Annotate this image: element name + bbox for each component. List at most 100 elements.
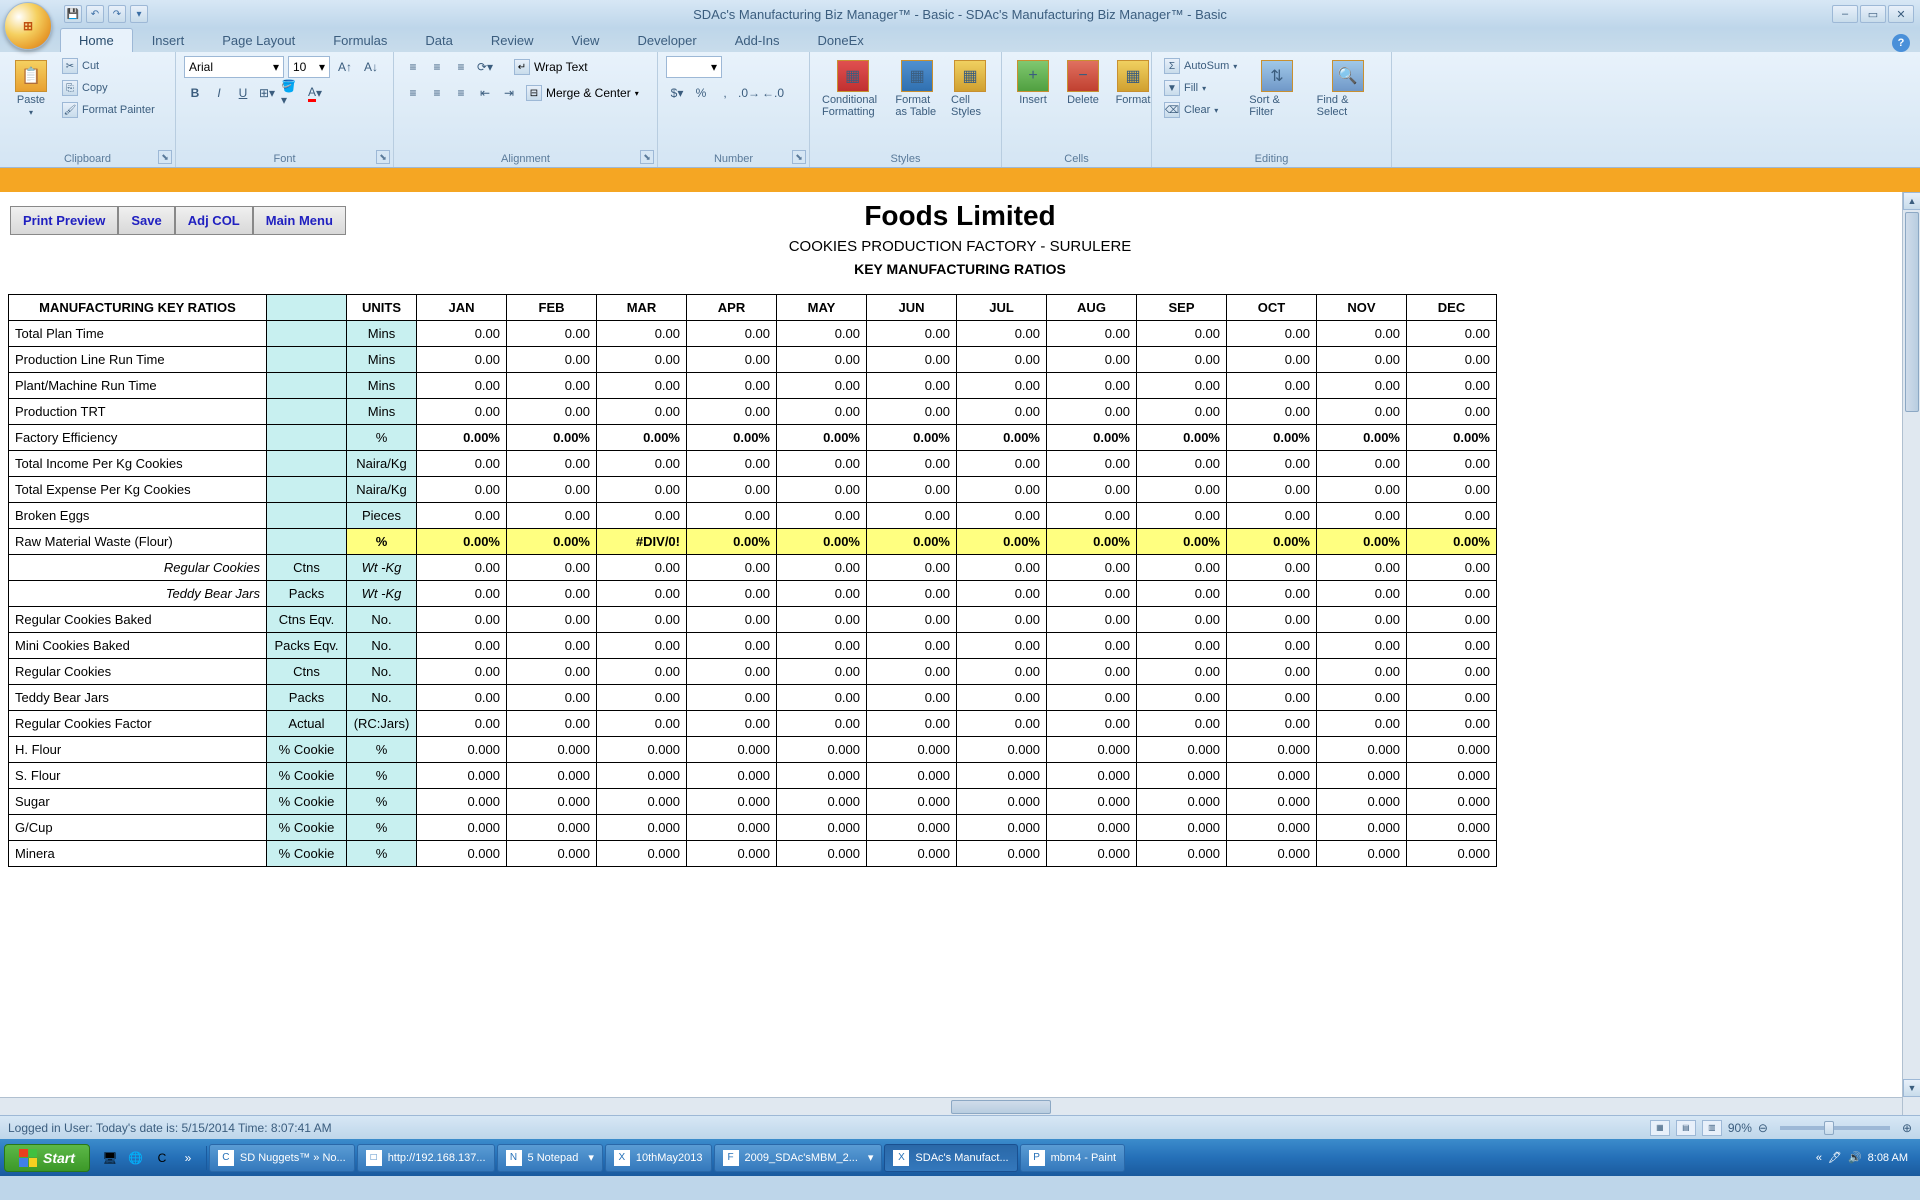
horizontal-scrollbar[interactable] [0, 1097, 1902, 1115]
decrease-decimal-icon[interactable]: ←.0 [762, 82, 784, 104]
qat-dropdown-icon[interactable]: ▾ [130, 5, 148, 23]
align-middle-icon[interactable]: ≡ [426, 56, 448, 78]
zoom-out-icon[interactable]: ⊖ [1758, 1121, 1768, 1135]
number-expand-icon[interactable]: ⬊ [792, 150, 806, 164]
redo-icon[interactable]: ↷ [108, 5, 126, 23]
scroll-down-icon[interactable]: ▼ [1903, 1079, 1920, 1097]
orientation-icon[interactable]: ⟳▾ [474, 56, 496, 78]
indent-decrease-icon[interactable]: ⇤ [474, 82, 496, 104]
align-left-icon[interactable]: ≡ [402, 82, 424, 104]
ribbon-tab-page-layout[interactable]: Page Layout [203, 28, 314, 52]
normal-view-icon[interactable]: ▦ [1650, 1120, 1670, 1136]
align-right-icon[interactable]: ≡ [450, 82, 472, 104]
fill-color-button[interactable]: 🪣▾ [280, 82, 302, 104]
font-color-button[interactable]: A▾ [304, 82, 326, 104]
save-qat-icon[interactable]: 💾 [64, 5, 82, 23]
tray-icon[interactable]: 🖋 [1828, 1151, 1842, 1164]
tray-clock[interactable]: 8:08 AM [1868, 1152, 1908, 1164]
zoom-slider[interactable] [1780, 1126, 1890, 1130]
ribbon-tab-add-ins[interactable]: Add-Ins [716, 28, 799, 52]
minimize-button[interactable]: – [1832, 5, 1858, 23]
tray-expand-icon[interactable]: « [1816, 1152, 1822, 1164]
delete-cells-button[interactable]: −Delete [1060, 56, 1106, 110]
grow-font-icon[interactable]: A↑ [334, 56, 356, 78]
quick-launch-icon[interactable]: 🌐 [124, 1146, 148, 1170]
indent-increase-icon[interactable]: ⇥ [498, 82, 520, 104]
format-painter-button[interactable]: 🖌Format Painter [58, 100, 159, 120]
main-menu-button[interactable]: Main Menu [253, 206, 346, 235]
status-bar: Logged in User: Today's date is: 5/15/20… [0, 1115, 1920, 1139]
close-button[interactable]: ✕ [1888, 5, 1914, 23]
alignment-expand-icon[interactable]: ⬊ [640, 150, 654, 164]
taskbar-task[interactable]: F2009_SDAc'sMBM_2...▾ [714, 1144, 883, 1172]
bold-button[interactable]: B [184, 82, 206, 104]
zoom-in-icon[interactable]: ⊕ [1902, 1121, 1912, 1135]
font-name-combo[interactable]: Arial▾ [184, 56, 284, 78]
ribbon-tab-insert[interactable]: Insert [133, 28, 204, 52]
tray-icon[interactable]: 🔊 [1848, 1151, 1862, 1164]
vertical-scrollbar[interactable]: ▲ ▼ [1902, 192, 1920, 1115]
adj-col-button[interactable]: Adj COL [175, 206, 253, 235]
clipboard-expand-icon[interactable]: ⬊ [158, 150, 172, 164]
number-format-combo[interactable]: ▾ [666, 56, 722, 78]
merge-center-button[interactable]: ⊟Merge & Center▾ [522, 82, 643, 104]
start-button[interactable]: Start [4, 1144, 90, 1172]
cell-styles-button[interactable]: ▦Cell Styles [947, 56, 993, 122]
ribbon-tab-home[interactable]: Home [60, 28, 133, 52]
hscroll-thumb[interactable] [951, 1100, 1051, 1114]
ribbon-tab-data[interactable]: Data [406, 28, 471, 52]
align-center-icon[interactable]: ≡ [426, 82, 448, 104]
ribbon-tab-view[interactable]: View [553, 28, 619, 52]
italic-button[interactable]: I [208, 82, 230, 104]
taskbar-task[interactable]: X10thMay2013 [605, 1144, 712, 1172]
underline-button[interactable]: U [232, 82, 254, 104]
font-expand-icon[interactable]: ⬊ [376, 150, 390, 164]
print-preview-button[interactable]: Print Preview [10, 206, 118, 235]
undo-icon[interactable]: ↶ [86, 5, 104, 23]
increase-decimal-icon[interactable]: .0→ [738, 82, 760, 104]
page-layout-view-icon[interactable]: ▤ [1676, 1120, 1696, 1136]
taskbar-task[interactable]: N5 Notepad▾ [497, 1144, 603, 1172]
office-button[interactable]: ⊞ [4, 2, 52, 50]
shrink-font-icon[interactable]: A↓ [360, 56, 382, 78]
find-select-button[interactable]: 🔍Find & Select [1313, 56, 1383, 122]
save-button[interactable]: Save [118, 206, 174, 235]
quick-launch-more-icon[interactable]: » [176, 1146, 200, 1170]
taskbar-task[interactable]: □http://192.168.137... [357, 1144, 495, 1172]
quick-launch-icon[interactable]: C [150, 1146, 174, 1170]
ribbon-tabs: HomeInsertPage LayoutFormulasDataReviewV… [0, 28, 1920, 52]
comma-icon[interactable]: , [714, 82, 736, 104]
ribbon-tab-review[interactable]: Review [472, 28, 553, 52]
align-bottom-icon[interactable]: ≡ [450, 56, 472, 78]
sort-filter-button[interactable]: ⇅Sort & Filter [1245, 56, 1308, 122]
quick-launch-icon[interactable]: 🖥 [98, 1146, 122, 1170]
autosum-button[interactable]: ΣAutoSum▾ [1160, 56, 1241, 76]
taskbar-task[interactable]: XSDAc's Manufact... [884, 1144, 1017, 1172]
taskbar-task[interactable]: CSD Nuggets™ » No... [209, 1144, 355, 1172]
maximize-button[interactable]: ▭ [1860, 5, 1886, 23]
currency-icon[interactable]: $▾ [666, 82, 688, 104]
border-button[interactable]: ⊞▾ [256, 82, 278, 104]
insert-cells-button[interactable]: +Insert [1010, 56, 1056, 110]
align-top-icon[interactable]: ≡ [402, 56, 424, 78]
page-break-view-icon[interactable]: ▥ [1702, 1120, 1722, 1136]
wrap-text-button[interactable]: ↵Wrap Text [510, 56, 592, 78]
format-as-table-button[interactable]: ▦Format as Table [891, 56, 943, 122]
font-size-combo[interactable]: 10▾ [288, 56, 330, 78]
ratios-table[interactable]: MANUFACTURING KEY RATIOSUNITSJANFEBMARAP… [8, 294, 1497, 867]
vscroll-thumb[interactable] [1905, 212, 1919, 412]
paste-button[interactable]: 📋Paste▾ [8, 56, 54, 121]
ribbon-tab-formulas[interactable]: Formulas [314, 28, 406, 52]
fill-button[interactable]: ▼Fill▾ [1160, 78, 1241, 98]
copy-button[interactable]: ⎘Copy [58, 78, 159, 98]
cut-button[interactable]: ✂Cut [58, 56, 159, 76]
ribbon-tab-doneex[interactable]: DoneEx [799, 28, 883, 52]
taskbar-task[interactable]: Pmbm4 - Paint [1020, 1144, 1125, 1172]
percent-icon[interactable]: % [690, 82, 712, 104]
conditional-formatting-button[interactable]: ▦Conditional Formatting [818, 56, 887, 122]
help-icon[interactable]: ? [1892, 34, 1910, 52]
scroll-up-icon[interactable]: ▲ [1903, 192, 1920, 210]
clear-button[interactable]: ⌫Clear▾ [1160, 100, 1241, 120]
format-cells-button[interactable]: ▦Format [1110, 56, 1156, 110]
ribbon-tab-developer[interactable]: Developer [618, 28, 715, 52]
